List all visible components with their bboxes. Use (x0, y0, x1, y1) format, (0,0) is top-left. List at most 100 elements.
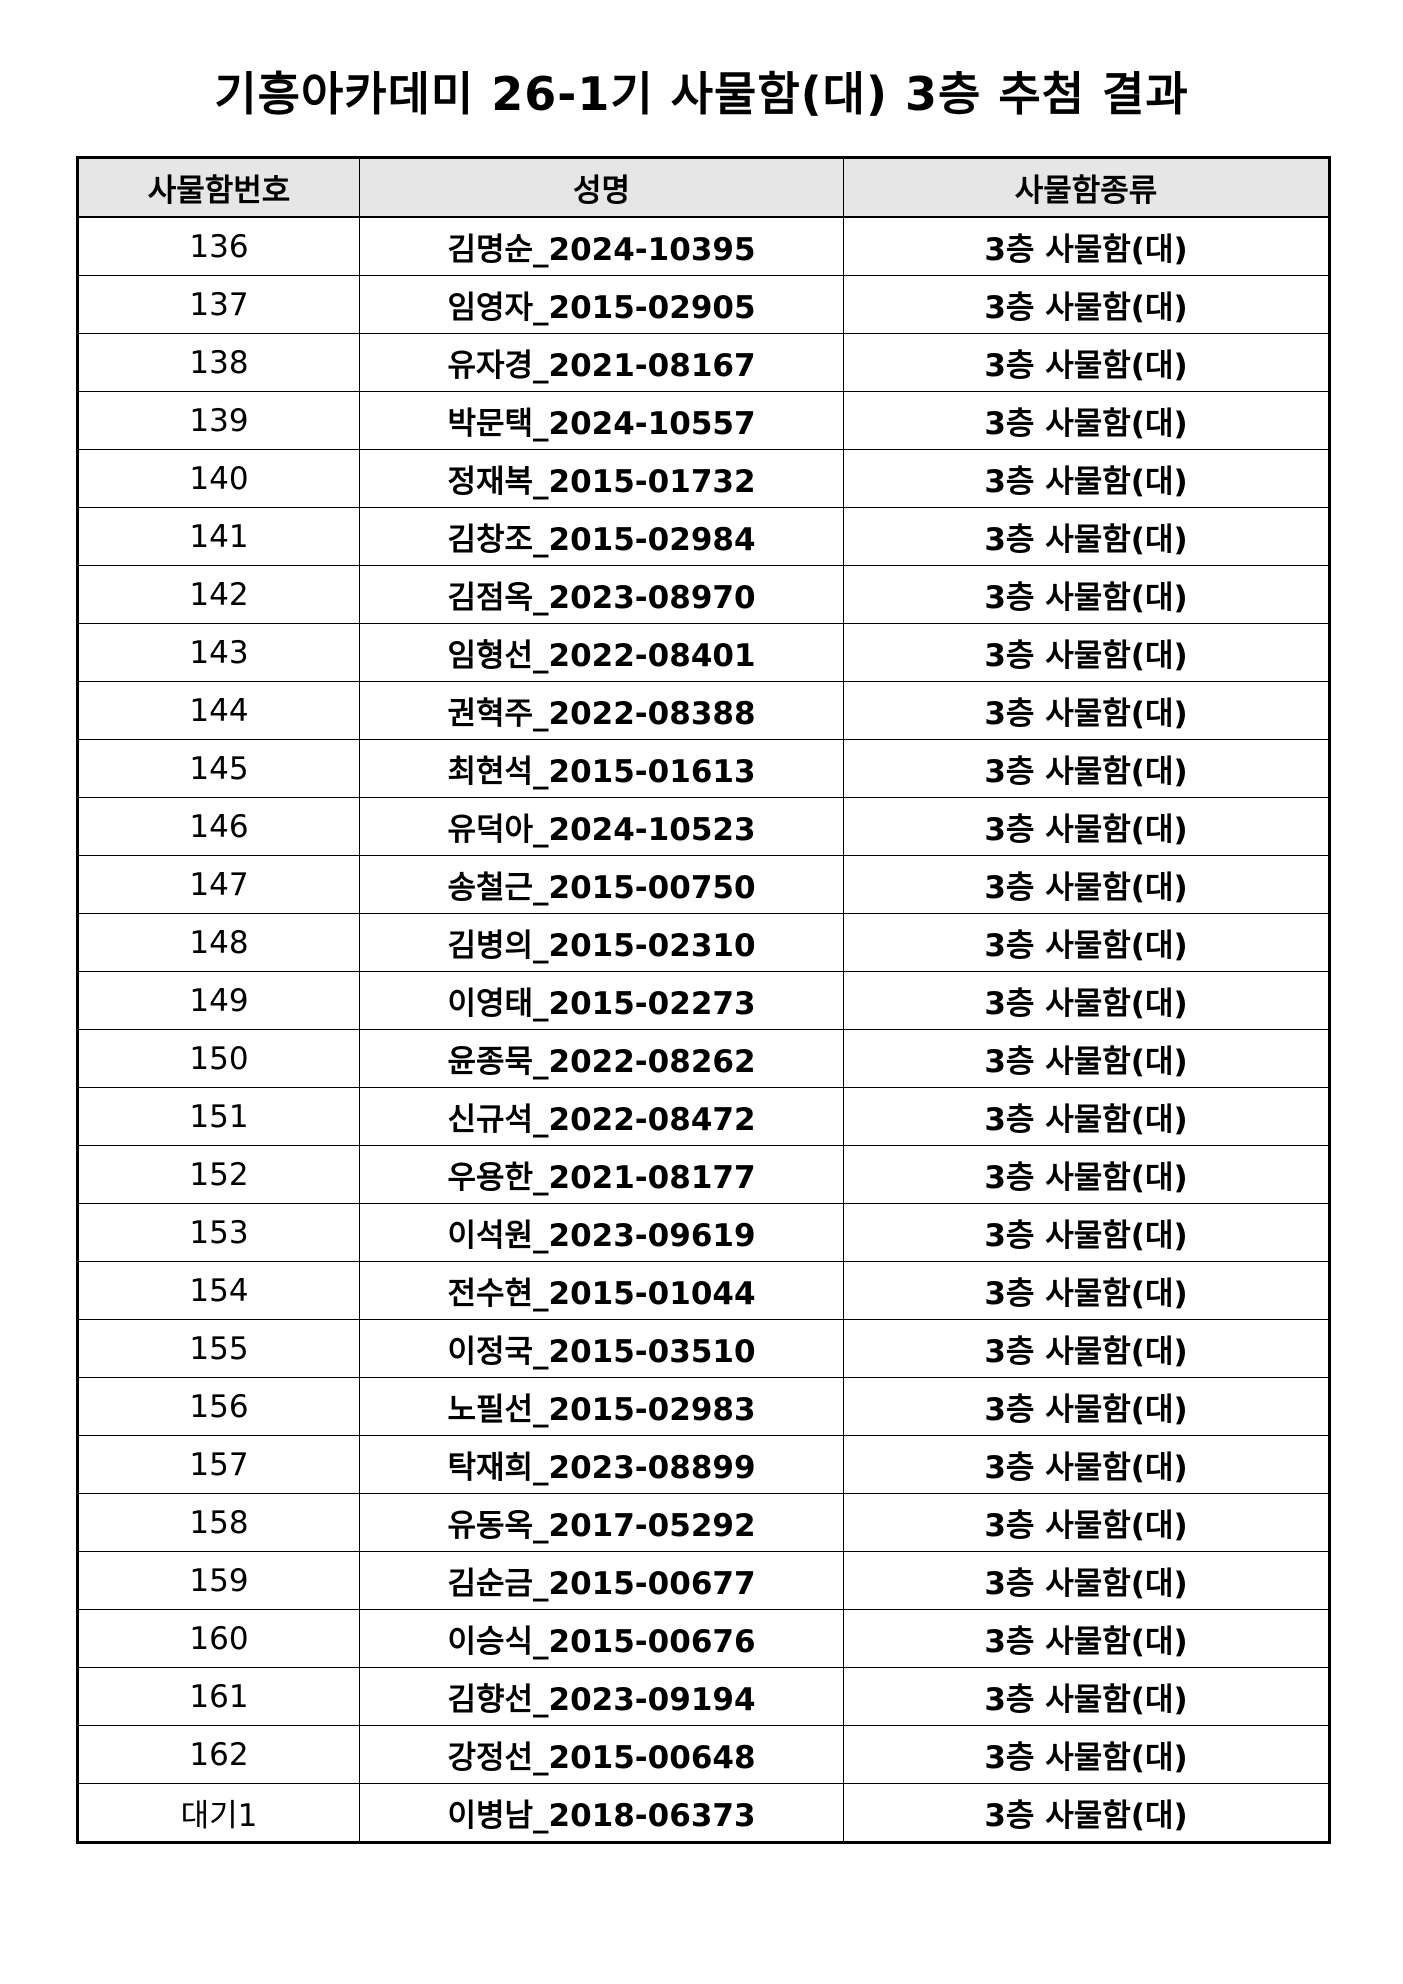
table-cell: 김명순_2024-10395 (359, 216, 844, 276)
table-row: 138 유자경_2021-08167 3층 사물함(대) (77, 333, 1330, 392)
table-cell: 강정선_2015-00648 (359, 1725, 844, 1784)
table-row: 161 김향선_2023-09194 3층 사물함(대) (77, 1667, 1330, 1726)
table-cell: 3층 사물함(대) (843, 971, 1330, 1030)
table-row: 160 이승식_2015-00676 3층 사물함(대) (77, 1609, 1330, 1668)
table-cell: 143 (77, 623, 360, 682)
table-cell: 3층 사물함(대) (843, 216, 1330, 276)
column-header: 성명 (359, 157, 844, 218)
table-cell: 3층 사물함(대) (843, 1203, 1330, 1262)
table-row: 대기1 이병남_2018-06373 3층 사물함(대) (77, 1783, 1330, 1843)
table-row: 151 신규석_2022-08472 3층 사물함(대) (77, 1087, 1330, 1146)
table-row: 139 박문택_2024-10557 3층 사물함(대) (77, 391, 1330, 450)
table-cell: 150 (77, 1029, 360, 1088)
table-cell: 141 (77, 507, 360, 566)
table-row: 157 탁재희_2023-08899 3층 사물함(대) (77, 1435, 1330, 1494)
table-cell: 136 (77, 216, 360, 276)
table-cell: 155 (77, 1319, 360, 1378)
table-cell: 3층 사물함(대) (843, 449, 1330, 508)
table-cell: 138 (77, 333, 360, 392)
table-cell: 157 (77, 1435, 360, 1494)
table-row: 154 전수현_2015-01044 3층 사물함(대) (77, 1261, 1330, 1320)
title: 기흥아카데미 26-1기 사물함(대) 3층 추첨 결과 (214, 67, 1189, 121)
table-cell: 161 (77, 1667, 360, 1726)
table-row: 162 강정선_2015-00648 3층 사물함(대) (77, 1725, 1330, 1784)
table-body: 136 김명순_2024-10395 3층 사물함(대) 137 임영자_2015-02… (77, 216, 1330, 1843)
table-cell: 3층 사물함(대) (843, 1261, 1330, 1320)
table-cell: 3층 사물함(대) (843, 391, 1330, 450)
column-header: 사물함번호 (77, 157, 360, 218)
table-cell: 3층 사물함(대) (843, 855, 1330, 914)
table-cell: 147 (77, 855, 360, 914)
table-cell: 3층 사물함(대) (843, 333, 1330, 392)
table-cell: 153 (77, 1203, 360, 1262)
table-cell: 이석원_2023-09619 (359, 1203, 844, 1262)
table-row: 155 이정국_2015-03510 3층 사물함(대) (77, 1319, 1330, 1378)
table-cell: 3층 사물함(대) (843, 1609, 1330, 1668)
table-row: 147 송철근_2015-00750 3층 사물함(대) (77, 855, 1330, 914)
table-cell: 이정국_2015-03510 (359, 1319, 844, 1378)
table-cell: 160 (77, 1609, 360, 1668)
table-cell: 노필선_2015-02983 (359, 1377, 844, 1436)
table-cell: 149 (77, 971, 360, 1030)
table-cell: 148 (77, 913, 360, 972)
table-row: 152 우용한_2021-08177 3층 사물함(대) (77, 1145, 1330, 1204)
table-cell: 권혁주_2022-08388 (359, 681, 844, 740)
table-cell: 3층 사물함(대) (843, 1667, 1330, 1726)
table-cell: 140 (77, 449, 360, 508)
table-cell: 144 (77, 681, 360, 740)
table-cell: 3층 사물함(대) (843, 739, 1330, 798)
table-cell: 3층 사물함(대) (843, 1783, 1330, 1843)
table-row: 156 노필선_2015-02983 3층 사물함(대) (77, 1377, 1330, 1436)
table-cell: 3층 사물함(대) (843, 1145, 1330, 1204)
table-cell: 김순금_2015-00677 (359, 1551, 844, 1610)
table-cell: 김점옥_2023-08970 (359, 565, 844, 624)
table-cell: 3층 사물함(대) (843, 681, 1330, 740)
table-cell: 유자경_2021-08167 (359, 333, 844, 392)
table-cell: 3층 사물함(대) (843, 565, 1330, 624)
table-row: 143 임형선_2022-08401 3층 사물함(대) (77, 623, 1330, 682)
table-row: 136 김명순_2024-10395 3층 사물함(대) (77, 216, 1330, 276)
table-cell: 전수현_2015-01044 (359, 1261, 844, 1320)
table-cell: 유덕아_2024-10523 (359, 797, 844, 856)
table-row: 158 유동옥_2017-05292 3층 사물함(대) (77, 1493, 1330, 1552)
table-head: 사물함번호 성명 사물함종류 (77, 157, 1330, 218)
table-cell: 이영태_2015-02273 (359, 971, 844, 1030)
table-cell: 3층 사물함(대) (843, 1319, 1330, 1378)
table-cell: 임형선_2022-08401 (359, 623, 844, 682)
table-cell: 대기1 (77, 1783, 360, 1843)
table-cell: 임영자_2015-02905 (359, 275, 844, 334)
table-cell: 김향선_2023-09194 (359, 1667, 844, 1726)
table-cell: 3층 사물함(대) (843, 1377, 1330, 1436)
table-cell: 137 (77, 275, 360, 334)
table-row: 153 이석원_2023-09619 3층 사물함(대) (77, 1203, 1330, 1262)
table-cell: 윤종묵_2022-08262 (359, 1029, 844, 1088)
table-cell: 송철근_2015-00750 (359, 855, 844, 914)
table-cell: 김창조_2015-02984 (359, 507, 844, 566)
table-row: 140 정재복_2015-01732 3층 사물함(대) (77, 449, 1330, 508)
table-cell: 158 (77, 1493, 360, 1552)
table-cell: 3층 사물함(대) (843, 797, 1330, 856)
table-cell: 145 (77, 739, 360, 798)
table-cell: 이병남_2018-06373 (359, 1783, 844, 1843)
header-row: 사물함번호 성명 사물함종류 (77, 157, 1330, 218)
table-row: 137 임영자_2015-02905 3층 사물함(대) (77, 275, 1330, 334)
table-cell: 박문택_2024-10557 (359, 391, 844, 450)
table-row: 150 윤종묵_2022-08262 3층 사물함(대) (77, 1029, 1330, 1088)
table-cell: 최현석_2015-01613 (359, 739, 844, 798)
table-cell: 156 (77, 1377, 360, 1436)
table-cell: 3층 사물함(대) (843, 1435, 1330, 1494)
table-cell: 유동옥_2017-05292 (359, 1493, 844, 1552)
table-cell: 146 (77, 797, 360, 856)
table-cell: 김병의_2015-02310 (359, 913, 844, 972)
table-row: 145 최현석_2015-01613 3층 사물함(대) (77, 739, 1330, 798)
table-cell: 154 (77, 1261, 360, 1320)
table-row: 144 권혁주_2022-08388 3층 사물함(대) (77, 681, 1330, 740)
locker-table: 사물함번호 성명 사물함종류 136 김명순_2024-10395 3층 사물함(대) 1… (76, 156, 1331, 1844)
table-cell: 3층 사물함(대) (843, 623, 1330, 682)
table-row: 149 이영태_2015-02273 3층 사물함(대) (77, 971, 1330, 1030)
table-row: 159 김순금_2015-00677 3층 사물함(대) (77, 1551, 1330, 1610)
table-cell: 162 (77, 1725, 360, 1784)
table-cell: 139 (77, 391, 360, 450)
table-cell: 우용한_2021-08177 (359, 1145, 844, 1204)
